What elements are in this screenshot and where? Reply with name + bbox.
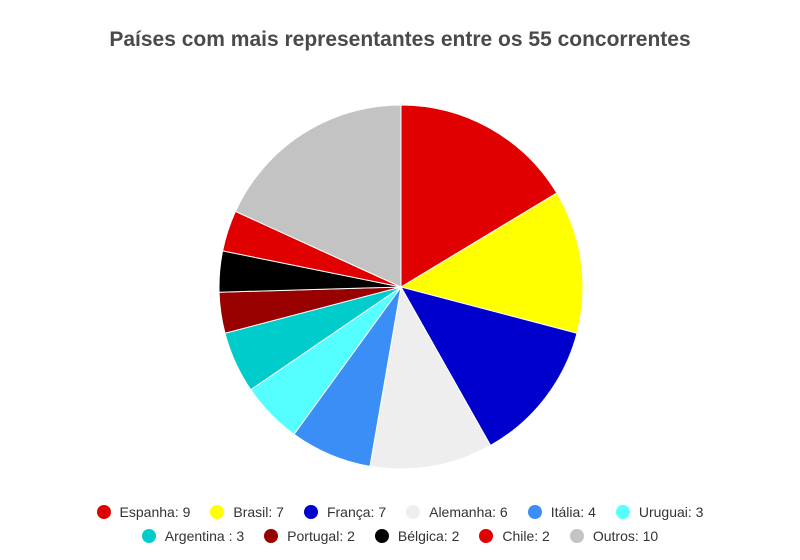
pie-slice-outros[interactable] bbox=[234, 104, 402, 288]
pie-slice-franca[interactable] bbox=[399, 286, 578, 447]
legend-swatch-chile bbox=[479, 529, 494, 543]
legend-label-franca: França: 7 bbox=[326, 504, 387, 520]
legend-item-chile[interactable]: Chile: 2 bbox=[479, 528, 550, 544]
legend-item-alemanha[interactable]: Alemanha: 6 bbox=[406, 504, 508, 520]
legend-item-portugal[interactable]: Portugal: 2 bbox=[264, 528, 355, 544]
chart-title: Países com mais representantes entre os … bbox=[109, 28, 691, 51]
legend-row-2: Argentina : 3 Portugal: 2 Bélgica: 2 Chi… bbox=[0, 524, 800, 548]
legend-item-uruguai[interactable]: Uruguai: 3 bbox=[615, 504, 704, 520]
pie-slice-brasil[interactable] bbox=[399, 192, 584, 334]
legend-swatch-argentina bbox=[141, 529, 156, 543]
pie-slice-alemanha[interactable] bbox=[369, 285, 492, 470]
legend-item-franca[interactable]: França: 7 bbox=[303, 504, 387, 520]
legend-swatch-outros bbox=[569, 529, 584, 543]
legend-label-portugal: Portugal: 2 bbox=[287, 528, 355, 544]
legend-item-argentina[interactable]: Argentina : 3 bbox=[141, 528, 245, 544]
legend-item-belgica[interactable]: Bélgica: 2 bbox=[374, 528, 460, 544]
legend-swatch-italia bbox=[527, 505, 542, 519]
legend-swatch-belgica bbox=[374, 529, 389, 543]
legend-swatch-portugal bbox=[264, 529, 279, 543]
legend-label-brasil: Brasil: 7 bbox=[233, 504, 284, 520]
legend-label-chile: Chile: 2 bbox=[502, 528, 550, 544]
legend-item-italia[interactable]: Itália: 4 bbox=[527, 504, 596, 520]
legend-swatch-alemanha bbox=[406, 505, 421, 519]
legend-item-brasil[interactable]: Brasil: 7 bbox=[210, 504, 284, 520]
legend-label-alemanha: Alemanha: 6 bbox=[429, 504, 508, 520]
legend-swatch-brasil bbox=[210, 505, 225, 519]
legend-label-italia: Itália: 4 bbox=[550, 504, 596, 520]
legend-label-espanha: Espanha: 9 bbox=[119, 504, 191, 520]
legend-row-1: Espanha: 9 Brasil: 7 França: 7 Alemanha:… bbox=[0, 500, 800, 524]
legend-label-outros: Outros: 10 bbox=[592, 528, 659, 544]
legend-label-belgica: Bélgica: 2 bbox=[397, 528, 460, 544]
legend-label-uruguai: Uruguai: 3 bbox=[638, 504, 704, 520]
legend-item-espanha[interactable]: Espanha: 9 bbox=[96, 504, 191, 520]
legend-item-outros[interactable]: Outros: 10 bbox=[569, 528, 659, 544]
legend-swatch-uruguai bbox=[615, 505, 630, 519]
legend-label-argentina: Argentina : 3 bbox=[164, 528, 245, 544]
legend-swatch-espanha bbox=[96, 505, 111, 519]
legend-swatch-franca bbox=[303, 505, 318, 519]
legend: Espanha: 9 Brasil: 7 França: 7 Alemanha:… bbox=[0, 500, 800, 548]
pie-slice-espanha[interactable] bbox=[400, 104, 558, 288]
